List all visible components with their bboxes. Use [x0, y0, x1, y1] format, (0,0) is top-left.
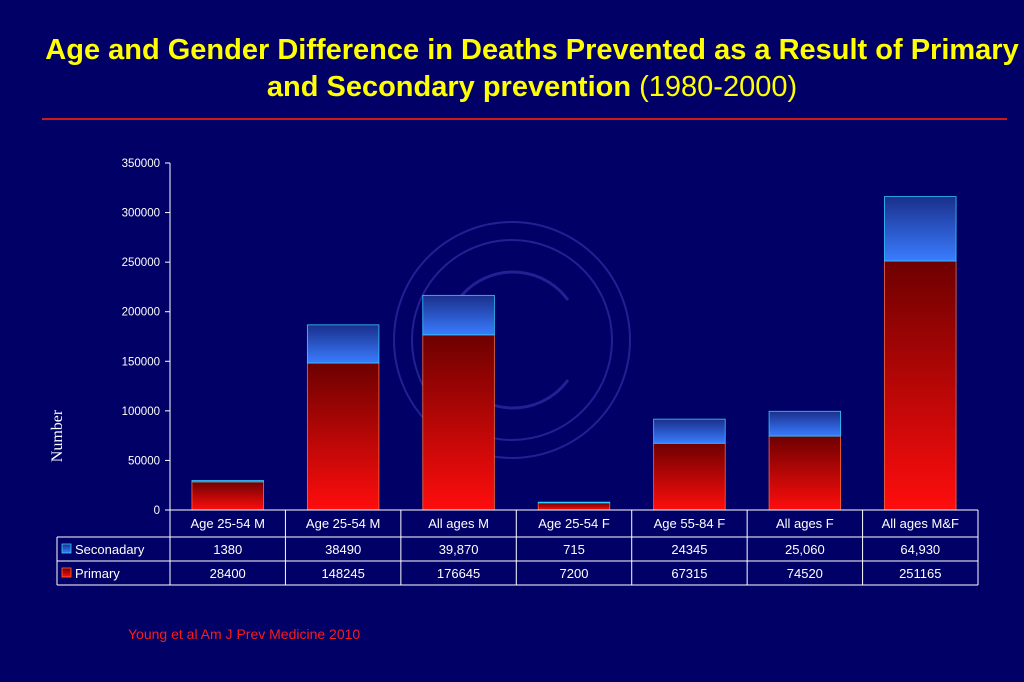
table-value: 28400 — [210, 566, 246, 581]
category-label: Age 25-54 M — [306, 516, 380, 531]
category-label: All ages M — [428, 516, 489, 531]
table-value: 38490 — [325, 542, 361, 557]
table-value: 64,930 — [900, 542, 940, 557]
category-label: Age 55-84 F — [654, 516, 726, 531]
legend-label: Seconadary — [75, 542, 145, 557]
y-tick-label: 300000 — [122, 208, 160, 220]
title-divider — [42, 118, 1007, 120]
bar-secondary — [768, 410, 842, 437]
bar-primary — [537, 502, 611, 511]
chart-axes: 0 50000 100000 150000 200000 250000 300000 3500… — [122, 158, 171, 517]
slide-title: Age and Gender Difference in Deaths Prev… — [40, 32, 1024, 106]
y-tick-label: 0 — [154, 505, 160, 517]
legend-swatch — [61, 567, 72, 578]
table-value: 148245 — [321, 566, 364, 581]
bar-secondary — [653, 418, 726, 444]
bar-secondary — [191, 480, 264, 483]
legend-label: Primary — [75, 566, 120, 581]
table-value: 251165 — [899, 566, 941, 581]
category-label: All ages F — [776, 516, 834, 531]
bar-primary — [653, 442, 726, 511]
legend-swatch — [61, 543, 72, 554]
y-axis-label: Number — [49, 409, 66, 462]
bar-secondary — [306, 324, 380, 364]
bar-secondary — [422, 294, 495, 336]
bar-secondary — [537, 501, 611, 504]
table-value: 74520 — [787, 566, 823, 581]
table-value: 176645 — [437, 566, 480, 581]
bar-secondary — [884, 196, 957, 262]
title-main: Age and Gender Difference in Deaths Prev… — [45, 34, 1019, 103]
bar-primary — [422, 334, 495, 511]
y-tick-label: 200000 — [122, 307, 160, 319]
category-label: Age 25-54 F — [538, 516, 610, 531]
table-value: 24345 — [671, 542, 707, 557]
table-value: 67315 — [671, 566, 707, 581]
y-tick-label: 250000 — [122, 257, 160, 269]
category-label: Age 25-54 M — [190, 516, 264, 531]
chart-bars — [191, 196, 957, 511]
table-value: 7200 — [560, 566, 589, 581]
bar-primary — [306, 362, 380, 511]
table-value: 25,060 — [785, 542, 825, 557]
category-label: All ages M&F — [882, 516, 959, 531]
citation: Young et al Am J Prev Medicine 2010 — [128, 626, 361, 642]
title-period: (1980-2000) — [639, 71, 798, 103]
y-tick-label: 50000 — [128, 455, 160, 467]
bar-primary — [884, 260, 957, 511]
table-value: 39,870 — [439, 542, 479, 557]
table-value: 1380 — [213, 542, 242, 557]
bar-primary — [768, 435, 842, 511]
y-tick-label: 350000 — [122, 158, 160, 170]
y-tick-label: 150000 — [122, 356, 160, 368]
bar-primary — [191, 481, 264, 511]
data-table: Age 25-54 M Age 25-54 M All ages M Age 25-5… — [56, 509, 979, 586]
y-tick-label: 100000 — [122, 406, 160, 418]
table-value: 715 — [563, 542, 585, 557]
